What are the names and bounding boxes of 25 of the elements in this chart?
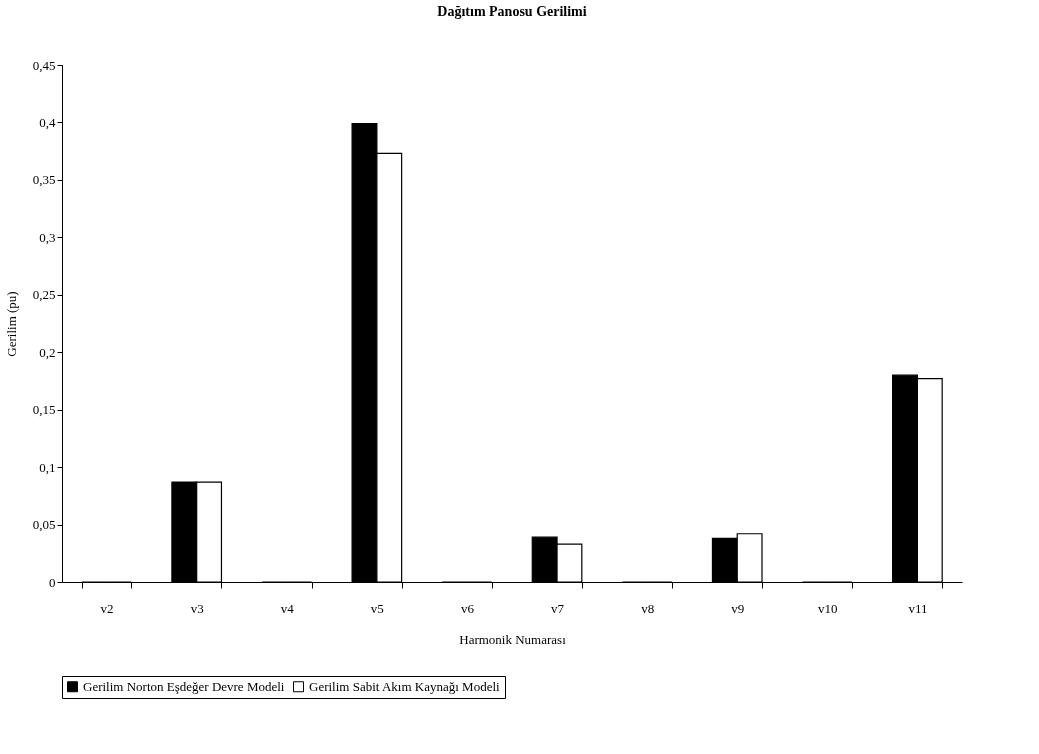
y-tick-label: 0,4 [39,114,56,130]
x-tick-label: v10 [818,600,838,616]
x-tick-label: v4 [280,600,295,616]
y-tick-label: 0,05 [32,517,56,533]
x-tick-label: v6 [460,600,475,616]
x-tick-label: v8 [641,600,655,616]
y-tick-label: 0,45 [32,57,56,73]
x-tick-label: v2 [100,600,114,616]
x-tick-label: v11 [908,600,928,616]
y-tick-label: 0,35 [32,172,56,188]
chart-title: Dağıtım Panosu Gerilimi [437,4,587,19]
x-axis-title: Harmonik Numarası [459,631,567,647]
x-tick-label: v3 [190,600,204,616]
y-tick-label: 0,25 [32,287,56,303]
legend-label: Gerilim Norton Eşdeğer Devre Modeli [83,678,285,694]
y-tick-label: 0,3 [39,229,56,245]
y-tick-label: 0 [49,574,56,590]
x-tick-label: v5 [370,600,384,616]
y-tick-label: 0,1 [39,459,56,475]
y-tick-label: 0,2 [39,344,56,360]
y-tick-label: 0,15 [32,402,56,418]
legend-label: Gerilim Sabit Akım Kaynağı Modeli [309,678,501,694]
x-tick-label: v7 [551,600,565,616]
y-axis-title: Gerilim (pu) [3,291,19,357]
x-tick-label: v9 [731,600,745,616]
